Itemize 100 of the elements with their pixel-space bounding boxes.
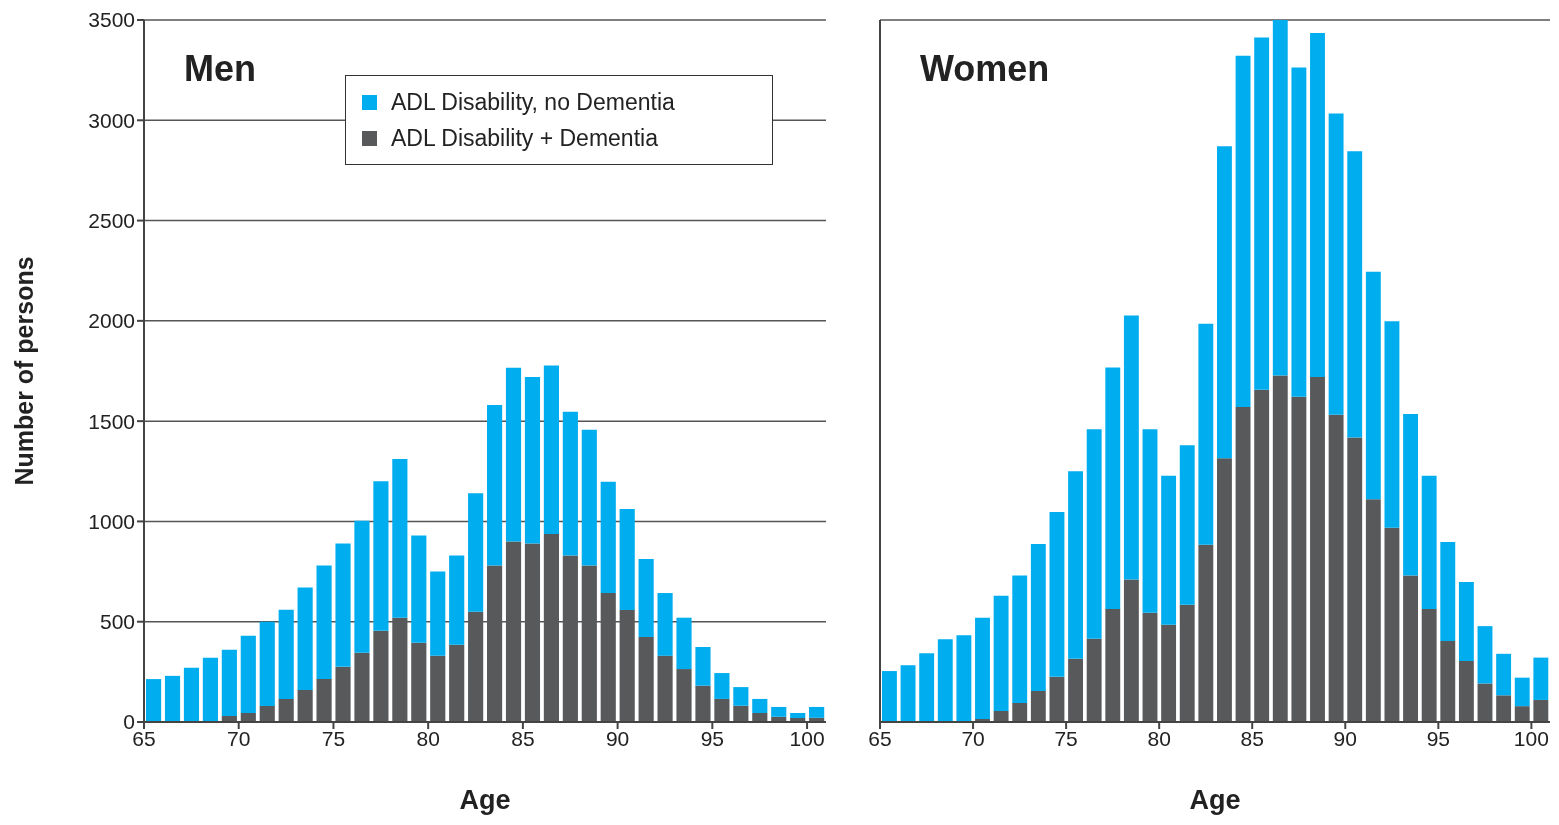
bar <box>733 705 749 722</box>
bar <box>1086 638 1102 722</box>
bar <box>714 698 730 722</box>
legend-label: ADL Disability, no Dementia <box>391 88 675 116</box>
bar <box>733 687 749 706</box>
bar <box>919 653 935 722</box>
bar <box>146 679 162 722</box>
y-tick-label: 3000 <box>88 108 135 132</box>
bar <box>600 481 616 594</box>
bar <box>1217 146 1232 459</box>
bar <box>1142 612 1158 722</box>
bar <box>411 535 427 643</box>
bar <box>183 667 200 722</box>
bar <box>1012 702 1028 722</box>
bar <box>1179 445 1195 605</box>
bar <box>1012 575 1028 703</box>
y-tick-label: 3500 <box>88 8 135 32</box>
x-tick-label: 70 <box>961 726 985 750</box>
x-tick-label: 85 <box>511 726 535 750</box>
legend-label: ADL Disability + Dementia <box>391 124 658 152</box>
bar <box>752 698 768 713</box>
x-tick-label: 95 <box>700 726 725 750</box>
bar <box>468 493 484 612</box>
bar <box>1403 575 1418 722</box>
bar <box>1030 690 1046 722</box>
x-axis-title: Age <box>459 785 511 815</box>
bar <box>430 571 446 656</box>
x-tick-label: 95 <box>1426 726 1451 750</box>
bar <box>1440 541 1456 641</box>
x-axis-title: Age <box>1189 785 1241 815</box>
bar <box>1049 676 1065 722</box>
y-tick-label: 1500 <box>88 409 135 433</box>
bar <box>1533 657 1549 700</box>
bar <box>1161 624 1177 722</box>
bar <box>1421 609 1437 722</box>
bar <box>657 655 673 722</box>
text: Men <box>184 48 256 90</box>
bar <box>1272 20 1288 376</box>
bar <box>657 593 673 656</box>
bar <box>449 555 465 645</box>
bar <box>240 635 256 713</box>
bar <box>1235 407 1251 722</box>
x-tick-label: 100 <box>789 726 825 750</box>
bar <box>316 565 332 679</box>
bar <box>1086 429 1102 639</box>
bar <box>1533 699 1549 722</box>
bar <box>1123 315 1139 580</box>
bar <box>771 706 787 717</box>
bar <box>638 636 654 722</box>
bar <box>1254 389 1270 722</box>
bar <box>1328 414 1344 722</box>
bar <box>676 617 692 670</box>
bar <box>695 646 711 686</box>
bar <box>1179 604 1195 722</box>
bar <box>581 429 597 566</box>
bar <box>1254 37 1270 390</box>
bar <box>1310 377 1325 722</box>
bar <box>335 543 351 667</box>
bar <box>1198 544 1214 722</box>
bar <box>790 712 806 718</box>
bar <box>975 617 990 719</box>
bar <box>202 657 218 722</box>
bar <box>1365 499 1381 722</box>
bar <box>1291 396 1307 722</box>
y-tick-label: 2000 <box>88 309 135 333</box>
bar <box>1514 706 1530 722</box>
x-tick-label: 80 <box>416 726 440 750</box>
bar <box>259 705 275 722</box>
bar <box>1365 271 1381 500</box>
y-tick-label: 0 <box>123 710 135 734</box>
bar <box>619 508 635 611</box>
bar <box>259 621 275 706</box>
bar <box>1347 151 1363 438</box>
bar <box>937 639 953 722</box>
x-tick-label: 85 <box>1240 726 1264 750</box>
bar <box>373 630 389 722</box>
bar <box>882 671 897 722</box>
bar <box>316 678 332 722</box>
bar <box>1198 323 1214 545</box>
bar <box>562 411 578 556</box>
bar <box>1477 683 1493 722</box>
bar <box>1477 626 1493 684</box>
bar <box>1030 543 1046 691</box>
bar <box>1123 579 1139 722</box>
bar <box>1310 33 1325 378</box>
bar <box>695 685 711 722</box>
bar <box>354 520 370 653</box>
text: Women <box>920 48 1050 90</box>
bar <box>1291 67 1307 397</box>
bar <box>354 652 370 722</box>
x-tick-label: 100 <box>1513 726 1549 750</box>
x-tick-label: 75 <box>1054 726 1078 750</box>
bar <box>1496 653 1512 696</box>
bar <box>1440 640 1456 722</box>
y-tick-label: 500 <box>99 610 135 634</box>
bar <box>543 365 559 535</box>
bar <box>1347 437 1363 722</box>
bar <box>164 675 181 722</box>
x-tick-label: 80 <box>1147 726 1171 750</box>
bar <box>1421 475 1437 610</box>
